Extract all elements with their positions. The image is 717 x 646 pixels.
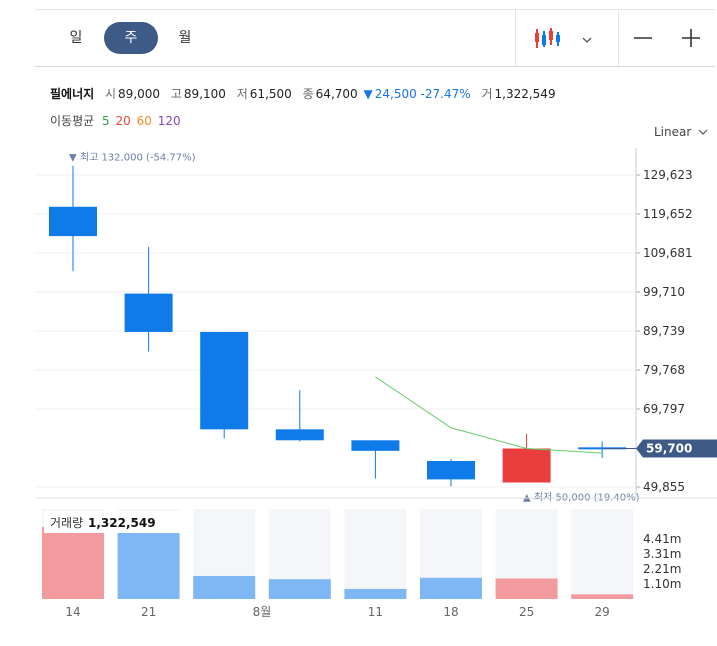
min-annotation: ▲ 최저 50,000 (19.40%) xyxy=(523,491,640,503)
ma-120: 120 xyxy=(157,114,181,128)
x-tick-label: 21 xyxy=(141,605,156,619)
chevron-down-icon xyxy=(698,129,708,135)
x-tick-label: 29 xyxy=(595,605,610,619)
current-price-tag xyxy=(636,439,717,458)
y-tick-label: 69,797 xyxy=(643,402,685,416)
volume-label-bg xyxy=(44,511,184,533)
y-tick-label: 109,681 xyxy=(643,246,693,260)
current-price-label: 59,700 xyxy=(646,441,692,455)
toolbar-divider xyxy=(618,10,619,66)
ma-60: 60 xyxy=(136,114,152,128)
y-tick-label: 119,652 xyxy=(643,207,693,221)
y-tick-label: 89,739 xyxy=(643,324,685,338)
candle-body xyxy=(275,429,324,441)
volume-pane-label: 거래량 xyxy=(50,516,83,530)
volume-bar xyxy=(495,578,558,599)
volume-bar-bg xyxy=(193,509,256,599)
y-tick-label: 79,768 xyxy=(643,363,685,377)
volume-bar-bg xyxy=(117,509,180,599)
x-tick-label: 18 xyxy=(443,605,458,619)
ma-5: 5 xyxy=(102,114,110,128)
stock-info-bar: 필에너지 시 89,000 고 89,100 저 61,500 종 64,700 ▼ 24… xyxy=(50,85,556,102)
volume-tick-label: 4.41m xyxy=(643,532,681,546)
plus-icon[interactable] xyxy=(681,28,701,48)
high-label: 고 xyxy=(170,87,182,101)
candle-body xyxy=(124,293,173,332)
volume-bar xyxy=(193,575,256,599)
volume-bar-bg xyxy=(495,509,558,599)
x-tick-label: 25 xyxy=(519,605,534,619)
volume-bar xyxy=(268,579,331,599)
volume-tick-label: 2.21m xyxy=(643,562,681,576)
candle-body xyxy=(49,206,97,237)
open-value: 89,000 xyxy=(118,87,161,101)
top-border xyxy=(35,9,715,10)
y-tick-label: 99,710 xyxy=(643,285,685,299)
volume-bar-bg xyxy=(420,509,482,599)
moving-average-legend: 이동평균 5 20 60 120 xyxy=(50,112,185,129)
tab-month[interactable]: 월 xyxy=(178,30,192,46)
scale-label: Linear xyxy=(654,125,692,139)
candle-body xyxy=(578,447,627,450)
volume-label: 거 xyxy=(481,87,493,101)
minus-icon[interactable] xyxy=(633,28,653,48)
scale-selector[interactable]: Linear xyxy=(654,125,708,139)
ma5-line xyxy=(375,376,603,454)
max-annotation: ▼ 최고 132,000 (-54.77%) xyxy=(69,152,196,164)
volume-bar xyxy=(42,527,104,599)
volume-bar-bg xyxy=(268,509,331,599)
tab-week[interactable]: 주 xyxy=(104,22,158,54)
volume-bar xyxy=(344,588,407,599)
low-value: 61,500 xyxy=(249,87,292,101)
volume-pane-value: 1,322,549 xyxy=(88,516,156,530)
candle-body xyxy=(427,461,475,480)
stock-name: 필에너지 xyxy=(50,87,95,101)
chart-toolbar: 일 주 월 xyxy=(35,10,715,67)
high-value: 89,100 xyxy=(183,87,226,101)
candle-body xyxy=(351,440,400,451)
close-value: 64,700 xyxy=(315,87,358,101)
close-label: 종 xyxy=(302,87,314,101)
chevron-down-icon[interactable] xyxy=(581,30,593,43)
volume-tick-label: 3.31m xyxy=(643,547,681,561)
toolbar-divider xyxy=(515,10,516,66)
x-tick-label: 14 xyxy=(65,605,80,619)
volume-bar xyxy=(571,594,634,599)
volume-bar xyxy=(117,521,180,599)
volume-bar-bg xyxy=(571,509,634,599)
y-tick-label: 129,623 xyxy=(643,168,693,182)
open-label: 시 xyxy=(105,87,117,101)
ma-label: 이동평균 xyxy=(50,114,95,128)
low-label: 저 xyxy=(236,87,248,101)
x-tick-label: 8월 xyxy=(253,605,272,619)
volume-tick-label: 1.10m xyxy=(643,577,681,591)
tab-day[interactable]: 일 xyxy=(69,30,83,46)
y-tick-label: 49,855 xyxy=(643,480,685,494)
ma-20: 20 xyxy=(115,114,131,128)
x-tick-label: 11 xyxy=(368,605,383,619)
down-arrow-icon: ▼ xyxy=(363,87,373,101)
volume-bar xyxy=(420,577,482,599)
candlestick-icon[interactable] xyxy=(533,26,561,52)
volume-bar-bg xyxy=(42,509,104,599)
change-value: 24,500 -27.47% xyxy=(374,87,471,101)
volume-bar-bg xyxy=(344,509,407,599)
candle-body xyxy=(200,331,249,430)
candle-body xyxy=(502,448,551,483)
volume-value: 1,322,549 xyxy=(494,87,556,101)
